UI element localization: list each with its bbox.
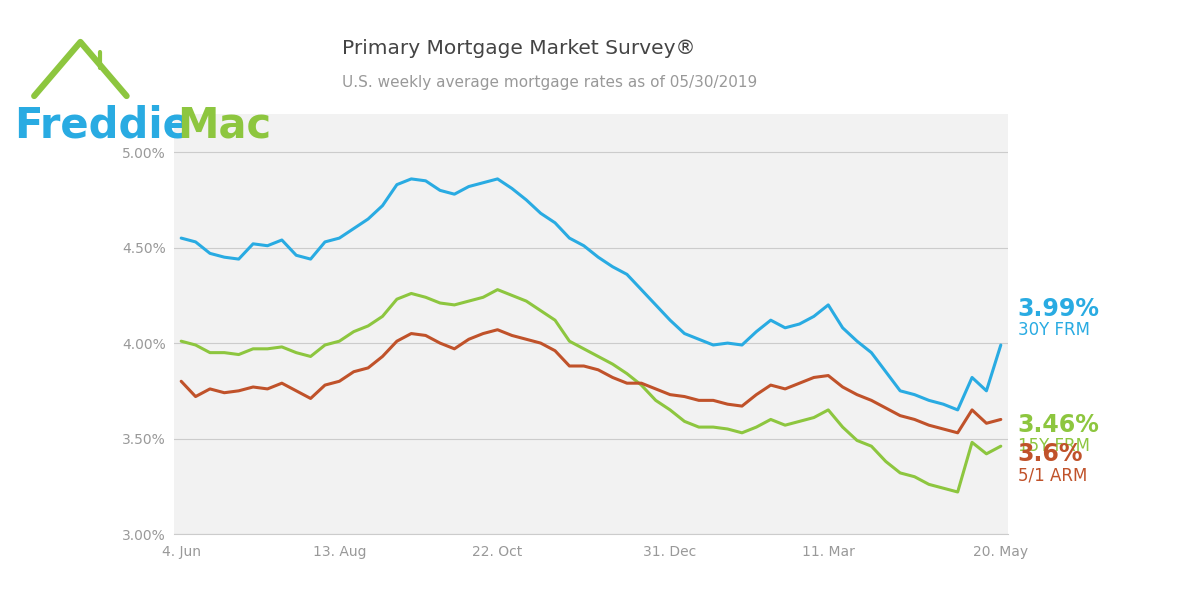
Text: 30Y FRM: 30Y FRM [1018,321,1090,339]
Text: 5/1 ARM: 5/1 ARM [1018,466,1087,484]
Text: Primary Mortgage Market Survey®: Primary Mortgage Market Survey® [342,39,696,58]
Text: 3.99%: 3.99% [1018,297,1099,321]
Text: 3.46%: 3.46% [1018,413,1099,437]
Text: U.S. weekly average mortgage rates as of 05/30/2019: U.S. weekly average mortgage rates as of… [342,75,757,90]
Text: 3.6%: 3.6% [1018,442,1084,466]
Text: Freddie: Freddie [14,105,191,147]
Text: 15Y FRM: 15Y FRM [1018,437,1090,455]
Text: Mac: Mac [178,105,271,147]
